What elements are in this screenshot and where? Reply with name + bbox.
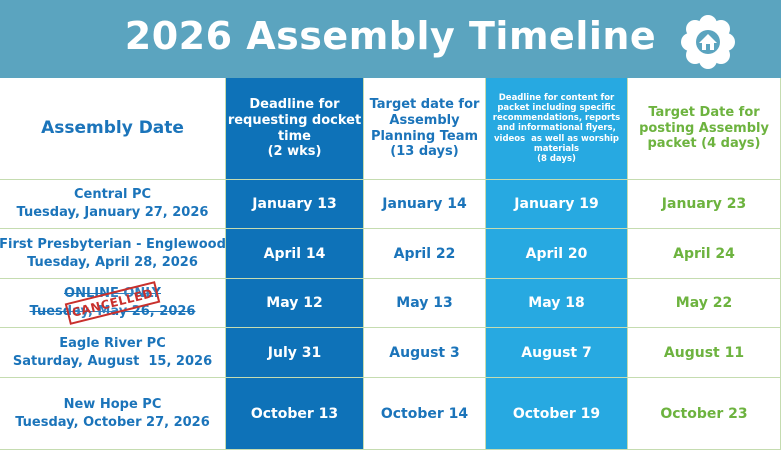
deadline-date: October 14 [380,405,469,422]
table-cell: October 13 [226,378,364,450]
deadline-date: October 13 [250,405,339,422]
header-text: Target date for [369,97,480,113]
header-text: (13 days) [390,144,459,160]
header-text: requesting docket [227,112,362,128]
table-cell: January 13 [226,180,364,229]
deadline-date: May 12 [266,295,323,311]
table-cell: July 31 [226,328,364,378]
deadline-date: January 14 [382,196,467,212]
table-cell: January 23 [628,180,781,229]
table-cell: April 22 [364,229,486,279]
deadline-date: May 22 [675,295,733,311]
table-cell: Eagle River PC Saturday, August 15, 2026 [0,328,226,378]
assembly-date: Tuesday, May 26, 2026 [29,304,196,319]
header-text: videos as well as worship [493,133,620,144]
assembly-date: Saturday, August 15, 2026 [12,353,213,369]
assembly-name: Eagle River PC [59,335,166,351]
header-cell: Assembly Date [0,78,226,180]
deadline-date: April 24 [673,245,735,262]
deadline-date: August 11 [663,344,745,361]
deadline-date: August 7 [521,344,592,361]
timeline-table: Assembly Date Deadline for requesting dock… [0,78,781,450]
title: 2026 Assembly Timeline [124,14,657,58]
deadline-date: January 23 [661,196,747,212]
title-bar: 2026 Assembly Timeline [0,0,781,78]
table-cell: May 18 [486,279,628,328]
deadline-date: May 18 [528,295,585,311]
deadline-date: July 31 [267,344,322,361]
logo [681,15,735,69]
assembly-name: ONLINE ONLY [64,286,161,301]
deadline-date: April 20 [525,245,588,262]
header-text: (2 wks) [267,144,322,160]
deadline-date: May 13 [396,295,453,311]
assembly-name: New Hope PC [63,396,162,412]
table-cell: August 7 [486,328,628,378]
table-cell: May 22 [628,279,781,328]
header-text: and informational flyers, [497,123,616,134]
deadline-date: October 19 [512,405,601,422]
table-cell: August 11 [628,328,781,378]
header-text: time [277,128,312,144]
header-cell: Deadline for content for packet including… [486,78,628,180]
header-text: Deadline for content for [498,92,615,103]
header-text: Planning Team [370,128,479,144]
header-text: Assembly Date [41,118,184,139]
header-text: packet (4 days) [647,136,761,152]
assembly-date: Tuesday, January 27, 2026 [16,205,209,220]
table-cell: Central PC Tuesday, January 27, 2026 [0,180,226,229]
header-text: Assembly [389,112,460,128]
deadline-date: January 13 [252,196,337,212]
header-text: (8 days) [537,154,576,164]
assembly-name: First Presbyterian - Englewood [0,236,226,252]
deadline-date: April 22 [393,245,456,262]
assembly-date: Tuesday, October 27, 2026 [15,414,210,430]
table-cell: April 24 [628,229,781,279]
header-cell: Target date for Assembly Planning Team (13 … [364,78,486,180]
header-cell: Deadline for requesting docket time (2 wks) [226,78,364,180]
deadline-date: April 14 [263,245,326,262]
table-cell: May 13 [364,279,486,328]
table-cell: January 14 [364,180,486,229]
assembly-name: Central PC [73,187,152,202]
table-cell: October 23 [628,378,781,450]
table-cell: First Presbyterian - Englewood Tuesday, A… [0,229,226,279]
table-cell: New Hope PC Tuesday, October 27, 2026 [0,378,226,450]
table-cell: October 14 [364,378,486,450]
assembly-date: Tuesday, April 28, 2026 [27,254,198,270]
table-cell: May 12 [226,279,364,328]
table-cell: April 20 [486,229,628,279]
header-text: posting Assembly [639,120,769,136]
header-cell: Target Date for posting Assembly packet (4… [628,78,781,180]
header-text: recommendations, reports [492,113,621,124]
table-cell: August 3 [364,328,486,378]
header-text: Deadline for [249,97,340,113]
deadline-date: January 19 [514,196,599,212]
deadline-date: October 23 [660,405,748,422]
table-cell: ONLINE ONLY Tuesday, May 26, 2026 CANCELLE… [0,279,226,328]
header-text: materials [533,143,580,154]
header-text: packet including specific [497,102,616,113]
table-cell: April 14 [226,229,364,279]
table-cell: October 19 [486,378,628,450]
header-text: Target Date for [648,105,760,121]
table-cell: January 19 [486,180,628,229]
deadline-date: August 3 [389,344,460,361]
